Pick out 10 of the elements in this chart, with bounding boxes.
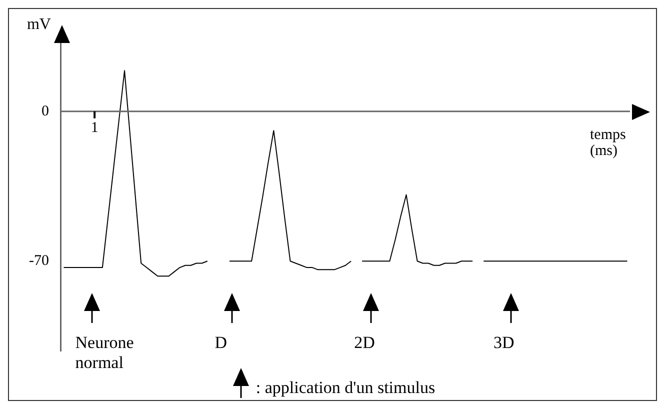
y-tick-label: 0 (41, 103, 49, 120)
annotation: 3D (494, 333, 516, 353)
annotation: 1 (90, 120, 100, 138)
y-axis-title: mV (26, 16, 51, 34)
annotation: 2D (354, 333, 376, 353)
x-axis-title: temps (ms) (590, 127, 627, 160)
text: : application d'un stimulus (256, 378, 436, 398)
annotation: D (214, 333, 228, 353)
annotation: Neurone normal (75, 333, 135, 373)
y-tick-label: -70 (28, 253, 49, 270)
